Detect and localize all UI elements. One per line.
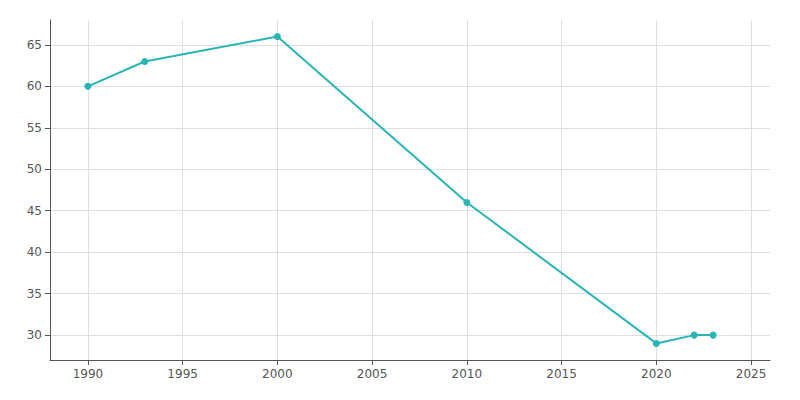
svg-text:40: 40	[27, 245, 42, 259]
svg-text:2025: 2025	[736, 367, 767, 381]
svg-text:60: 60	[27, 79, 42, 93]
svg-text:50: 50	[27, 162, 42, 176]
svg-text:2000: 2000	[262, 367, 293, 381]
svg-text:35: 35	[27, 287, 42, 301]
svg-text:45: 45	[27, 204, 42, 218]
svg-text:2015: 2015	[546, 367, 577, 381]
svg-text:2010: 2010	[452, 367, 483, 381]
svg-text:2005: 2005	[357, 367, 388, 381]
svg-text:65: 65	[27, 38, 42, 52]
svg-text:1995: 1995	[167, 367, 198, 381]
svg-text:2020: 2020	[641, 367, 672, 381]
svg-text:1990: 1990	[73, 367, 104, 381]
svg-text:55: 55	[27, 121, 42, 135]
svg-text:30: 30	[27, 328, 42, 342]
